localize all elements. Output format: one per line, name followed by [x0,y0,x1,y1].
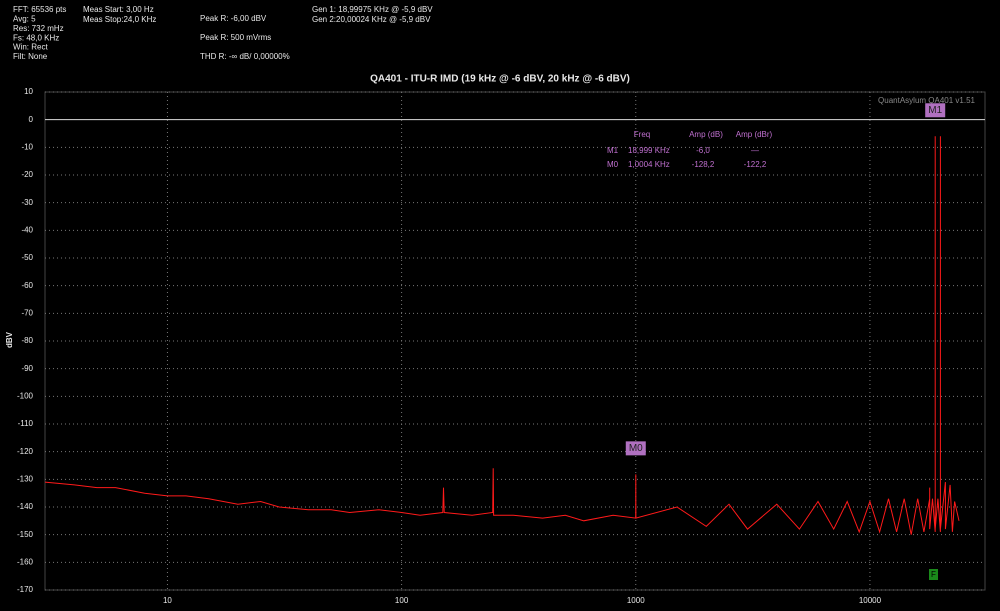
marker-box [925,103,946,118]
y-tick-label: -40 [21,225,33,234]
y-tick-label: -90 [21,364,33,373]
info-text: Meas Stop:24,0 KHz [83,15,156,24]
info-text: THD R: -∞ dB/ 0,00000% [200,52,290,61]
marker-box [625,441,646,456]
y-tick-label: -70 [21,308,33,317]
y-tick-label: -100 [17,391,34,400]
info-text: Peak R: 500 mVrms [200,33,271,42]
y-tick-label: 0 [29,115,34,124]
x-tick-label: 10000 [859,596,882,605]
y-tick-label: -110 [18,419,34,428]
spectrum-line [44,136,960,535]
y-axis-label: dBV [5,331,14,348]
y-tick-label: -150 [17,530,34,539]
y-tick-label: -160 [17,557,34,566]
y-tick-label: -130 [17,474,34,483]
y-tick-label: -170 [17,585,34,594]
y-tick-label: -50 [21,253,33,262]
info-text: Meas Start: 3,00 Hz [83,5,154,14]
table-cell: 1,0004 KHz [628,160,670,169]
y-tick-label: -120 [17,447,34,456]
info-text: Avg: 5 [13,15,36,24]
y-tick-label: -10 [21,142,33,151]
marker-label: M1 [928,105,942,116]
info-text: Res: 732 mHz [13,24,64,33]
info-text: Gen 2:20,00024 KHz @ -5,9 dBV [312,15,431,24]
table-cell: — [751,146,759,155]
y-tick-label: 10 [24,87,33,96]
info-text: Win: Rect [13,43,48,52]
flag-box [929,569,938,580]
info-text: Gen 1: 18,99975 KHz @ -5,9 dBV [312,5,433,14]
y-tick-label: -140 [17,502,34,511]
x-tick-label: 10 [163,596,172,605]
y-tick-label: -60 [21,281,33,290]
x-tick-label: 100 [395,596,409,605]
table-cell: -6,0 [696,146,710,155]
info-text: Peak R: -6,00 dBV [200,14,267,23]
table-cell: 18,999 KHz [628,146,670,155]
table-header: Amp (dB) [689,130,723,139]
flag-label: F [931,570,936,579]
y-tick-label: -20 [21,170,33,179]
info-text: Fs: 48,0 KHz [13,33,59,42]
y-tick-label: -30 [21,198,33,207]
table-header: Freq [634,130,650,139]
table-cell: M1 [607,146,619,155]
table-cell: -122,2 [744,160,767,169]
info-text: Filt: None [13,52,48,61]
table-cell: -128,2 [692,160,715,169]
watermark: QuantAsylum QA401 v1.51 [878,96,975,105]
y-tick-label: -80 [21,336,33,345]
marker-label: M0 [629,443,643,454]
table-cell: M0 [607,160,619,169]
info-text: FFT: 65536 pts [13,5,66,14]
x-tick-label: 1000 [627,596,645,605]
table-header: Amp (dBr) [736,130,773,139]
chart-title: QA401 - ITU-R IMD (19 kHz @ -6 dBV, 20 k… [370,74,630,85]
